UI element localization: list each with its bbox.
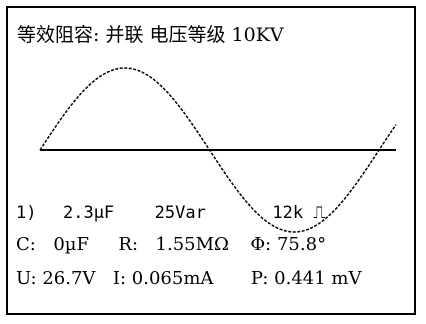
readout-row-1: 1) 2.3µF 25Var 12k ⎍ [16,203,325,223]
r-label: R: [118,234,139,255]
entry-index: 1) [16,203,37,223]
c-value: 0µF [53,234,89,255]
c-label: C: [16,234,36,255]
reactive-power-value: 25Var [154,203,206,223]
r-value: 1.55MΩ [155,234,229,255]
phi-label: Φ: [250,234,272,255]
phi-value: 75.8° [276,234,327,255]
readout-row-3: U: 26.7V I: 0.065mA P: 0.441 mV [16,268,361,289]
i-label: I: [112,268,127,289]
header-title: 等效阻容: 并联 电压等级 10KV [17,24,284,46]
u-value: 26.7V [42,268,96,289]
readout-row-2: C: 0µF R: 1.55MΩ Φ: 75.8° [16,234,326,255]
capacitance-value: 2.3µF [62,203,115,223]
p-value: 0.441 mV [274,268,362,289]
pulse-icon: ⎍ [313,203,326,223]
u-label: U: [16,268,37,289]
i-value: 0.065mA [131,268,214,289]
p-label: P: [250,268,269,289]
frequency-value: 12k [272,203,304,223]
